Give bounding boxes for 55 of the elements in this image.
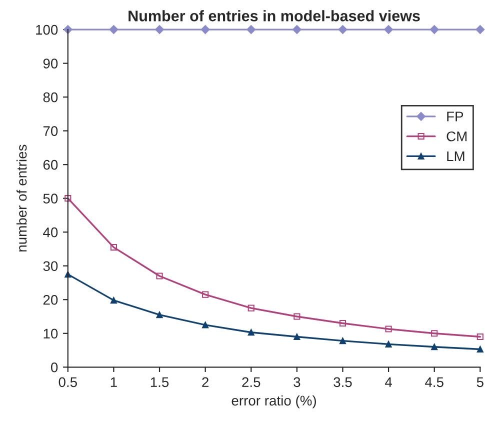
point: [202, 322, 209, 328]
point: [385, 326, 392, 332]
point: [64, 195, 72, 202]
x-axis-title: error ratio (%): [232, 395, 316, 408]
y-tick-label: 20: [43, 294, 58, 305]
y-axis-title: number of entries: [16, 144, 27, 252]
point: [339, 320, 346, 327]
legend-label: FP: [447, 112, 464, 122]
y-tick-label: 70: [43, 126, 58, 136]
y-tick-label: 90: [43, 58, 58, 68]
point: [339, 338, 346, 344]
y-tick-label: 60: [43, 160, 58, 170]
x-tick-label: 5: [476, 377, 484, 388]
point: [110, 297, 118, 304]
x-tick-label: 3.5: [334, 377, 352, 388]
x-tick-label: 3: [294, 377, 300, 388]
point: [430, 25, 439, 34]
x-tick-label: 4.5: [425, 377, 444, 388]
y-tick-label: 40: [43, 227, 58, 238]
x-tick-label: 4: [384, 377, 392, 387]
point: [156, 272, 163, 280]
point: [156, 312, 163, 318]
point: [109, 25, 118, 34]
point: [476, 346, 484, 353]
x-tick-label: 1.5: [150, 377, 169, 388]
point: [292, 25, 302, 34]
point: [200, 25, 210, 34]
point: [431, 330, 438, 337]
y-tick-label: 0: [50, 362, 58, 372]
point: [110, 244, 118, 251]
point: [476, 333, 484, 340]
y-tick-label: 50: [43, 194, 58, 204]
x-tick-label: 1: [110, 377, 117, 387]
legend-label: LM: [447, 152, 464, 162]
x-tick-label: 2: [202, 377, 208, 387]
point: [202, 291, 209, 298]
point: [476, 25, 485, 34]
point: [385, 340, 392, 348]
legend-label: CM: [446, 131, 467, 142]
point: [248, 329, 254, 336]
point: [431, 344, 438, 350]
point: [155, 25, 164, 34]
point: [294, 333, 300, 340]
x-tick-label: 0.5: [58, 377, 77, 388]
x-tick-label: 2.5: [242, 377, 260, 388]
point: [338, 25, 348, 34]
point: [294, 313, 300, 320]
point: [246, 25, 256, 34]
y-tick-label: 80: [43, 92, 58, 102]
y-tick-label: 100: [36, 24, 58, 35]
y-tick-label: 10: [44, 328, 58, 339]
y-tick-label: 30: [43, 261, 58, 272]
point: [248, 304, 254, 312]
point: [384, 25, 393, 34]
chart-title: Number of entries in model-based views: [128, 10, 420, 22]
